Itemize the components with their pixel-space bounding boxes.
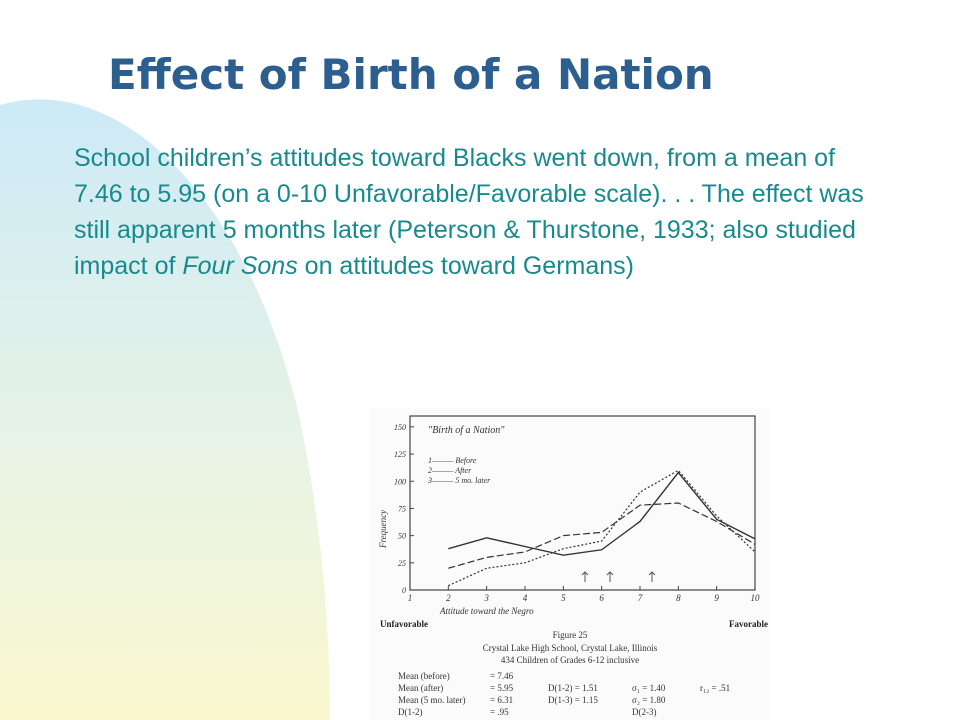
stats-cell: D(1-2): [398, 707, 423, 717]
slide-title: Effect of Birth of a Nation: [108, 50, 714, 99]
x-tick-label: 7: [638, 593, 643, 603]
chart-title: "Birth of a Nation": [428, 425, 505, 436]
scanned-figure: 0 25 50 75 100 125 150 1 2 3 4 5 6 7 8 9 10 "Birth of a …: [370, 408, 770, 720]
series-line-1: [448, 471, 756, 556]
stats-cell: D(1-2) = 1.51: [548, 683, 598, 693]
y-tick-label: 125: [394, 450, 406, 459]
x-tick-label: 5: [561, 593, 566, 603]
x-tick-label: 2: [446, 593, 451, 603]
legend-entry: 3——— 5 mo. later: [427, 476, 491, 485]
series-line-3: [448, 469, 756, 587]
stats-cell: = 5.95: [490, 683, 514, 693]
stats-cell: Mean (after): [398, 683, 443, 693]
y-axis-label: Frequency: [378, 510, 388, 549]
x-axis-label: Attitude toward the Negro: [439, 606, 534, 616]
figure-caption-block: Unfavorable Favorable Figure 25 Crystal Lak…: [380, 619, 768, 717]
stats-cell: Mean (5 mo. later): [398, 695, 465, 705]
chart-series: [448, 469, 756, 587]
x-tick-label: 10: [751, 593, 761, 603]
unfavorable-label: Unfavorable: [380, 619, 428, 629]
legend-entry: 1——— Before: [428, 456, 477, 465]
annotation-arrow-mark: [606, 571, 614, 582]
x-tick-label: 3: [483, 593, 489, 603]
y-tick-label: 75: [398, 504, 406, 513]
x-tick-label: 8: [676, 593, 681, 603]
stats-cell: D(2-3): [632, 707, 657, 717]
stats-cell: Mean (before): [398, 671, 450, 681]
legend-entry: 2——— After: [428, 466, 472, 475]
stats-cell: D(1-3) = 1.15: [548, 695, 598, 705]
stats-cell: σ₂ = 1.80: [632, 695, 666, 705]
x-tick-label: 6: [599, 593, 604, 603]
figure-label: Figure 25: [553, 630, 588, 640]
figure-subjects: 434 Children of Grades 6-12 inclusive: [501, 655, 639, 665]
figure-school: Crystal Lake High School, Crystal Lake, …: [483, 643, 658, 653]
attitude-line-chart: 0 25 50 75 100 125 150 1 2 3 4 5 6 7 8 9 10 "Birth of a …: [378, 415, 768, 717]
y-tick-label: 150: [394, 423, 406, 432]
y-tick-label: 0: [402, 586, 406, 595]
y-tick-label: 25: [398, 559, 406, 568]
plot-frame: [409, 415, 756, 591]
stats-cell: = 7.46: [490, 671, 514, 681]
stats-cell: = 6.31: [490, 695, 513, 705]
y-tick-label: 100: [394, 477, 406, 486]
x-tick-label: 9: [714, 593, 719, 603]
stats-cell: r₁₂ = .51: [700, 683, 730, 693]
stats-cell: = .95: [490, 707, 509, 717]
annotation-arrow-mark: [648, 571, 656, 582]
y-tick-label: 50: [398, 532, 406, 541]
body-text-part-1: School children’s attitudes toward Black…: [74, 144, 864, 280]
x-tick-label: 1: [408, 593, 413, 603]
stats-cell: σ₁ = 1.40: [632, 683, 666, 693]
annotation-arrow-mark: [581, 571, 589, 582]
favorable-label: Favorable: [729, 619, 768, 629]
x-tick-label: 4: [523, 593, 528, 603]
series-line-2: [448, 502, 756, 569]
film-title-four-sons: Four Sons: [182, 252, 298, 280]
slide-body-text: School children’s attitudes toward Black…: [74, 140, 864, 284]
body-text-part-2: on attitudes toward Germans): [297, 252, 634, 280]
chart-axes: 0 25 50 75 100 125 150 1 2 3 4 5 6 7 8 9 10: [394, 415, 761, 603]
